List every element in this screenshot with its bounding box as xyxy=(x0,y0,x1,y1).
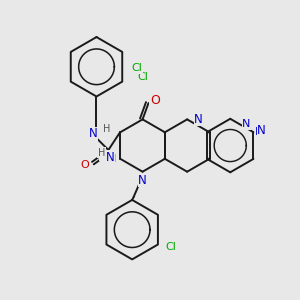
Text: N: N xyxy=(88,129,96,139)
Text: H: H xyxy=(98,148,105,158)
Text: N: N xyxy=(138,173,147,183)
Text: N: N xyxy=(257,124,266,137)
Text: Cl: Cl xyxy=(137,72,148,82)
Text: N: N xyxy=(194,116,203,126)
Text: O: O xyxy=(150,94,159,106)
Text: N: N xyxy=(194,113,203,126)
Text: N: N xyxy=(242,119,250,129)
Text: Cl: Cl xyxy=(166,242,177,253)
Text: N: N xyxy=(255,127,263,137)
Text: O: O xyxy=(150,94,160,107)
Text: N: N xyxy=(108,154,117,164)
Text: H: H xyxy=(100,150,107,160)
Text: N: N xyxy=(138,173,147,187)
Text: H: H xyxy=(103,126,111,136)
Text: N: N xyxy=(106,151,115,164)
Text: Cl: Cl xyxy=(131,63,142,73)
Text: H: H xyxy=(103,124,111,134)
Text: O: O xyxy=(80,160,89,170)
Text: N: N xyxy=(89,127,98,140)
Text: Cl: Cl xyxy=(164,242,175,253)
